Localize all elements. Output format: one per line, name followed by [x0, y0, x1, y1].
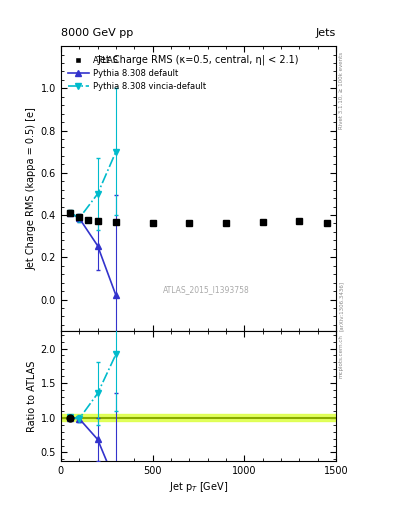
Text: [arXiv:1306.3436]: [arXiv:1306.3436] — [339, 281, 344, 331]
Text: Rivet 3.1.10, ≥ 100k events: Rivet 3.1.10, ≥ 100k events — [339, 52, 344, 129]
Text: mcplots.cern.ch: mcplots.cern.ch — [339, 334, 344, 378]
X-axis label: Jet p$_T$ [GeV]: Jet p$_T$ [GeV] — [169, 480, 228, 494]
Text: ATLAS_2015_I1393758: ATLAS_2015_I1393758 — [163, 285, 250, 294]
Legend: ATLAS, Pythia 8.308 default, Pythia 8.308 vincia-default: ATLAS, Pythia 8.308 default, Pythia 8.30… — [68, 56, 206, 91]
Text: Jets: Jets — [316, 28, 336, 38]
Text: 8000 GeV pp: 8000 GeV pp — [61, 28, 133, 38]
Y-axis label: Jet Charge RMS (kappa = 0.5) [e]: Jet Charge RMS (kappa = 0.5) [e] — [26, 107, 37, 270]
Bar — [61, 414, 336, 421]
Y-axis label: Ratio to ATLAS: Ratio to ATLAS — [26, 360, 37, 432]
Text: Jet Charge RMS (κ=0.5, central, η| < 2.1): Jet Charge RMS (κ=0.5, central, η| < 2.1… — [98, 55, 299, 65]
